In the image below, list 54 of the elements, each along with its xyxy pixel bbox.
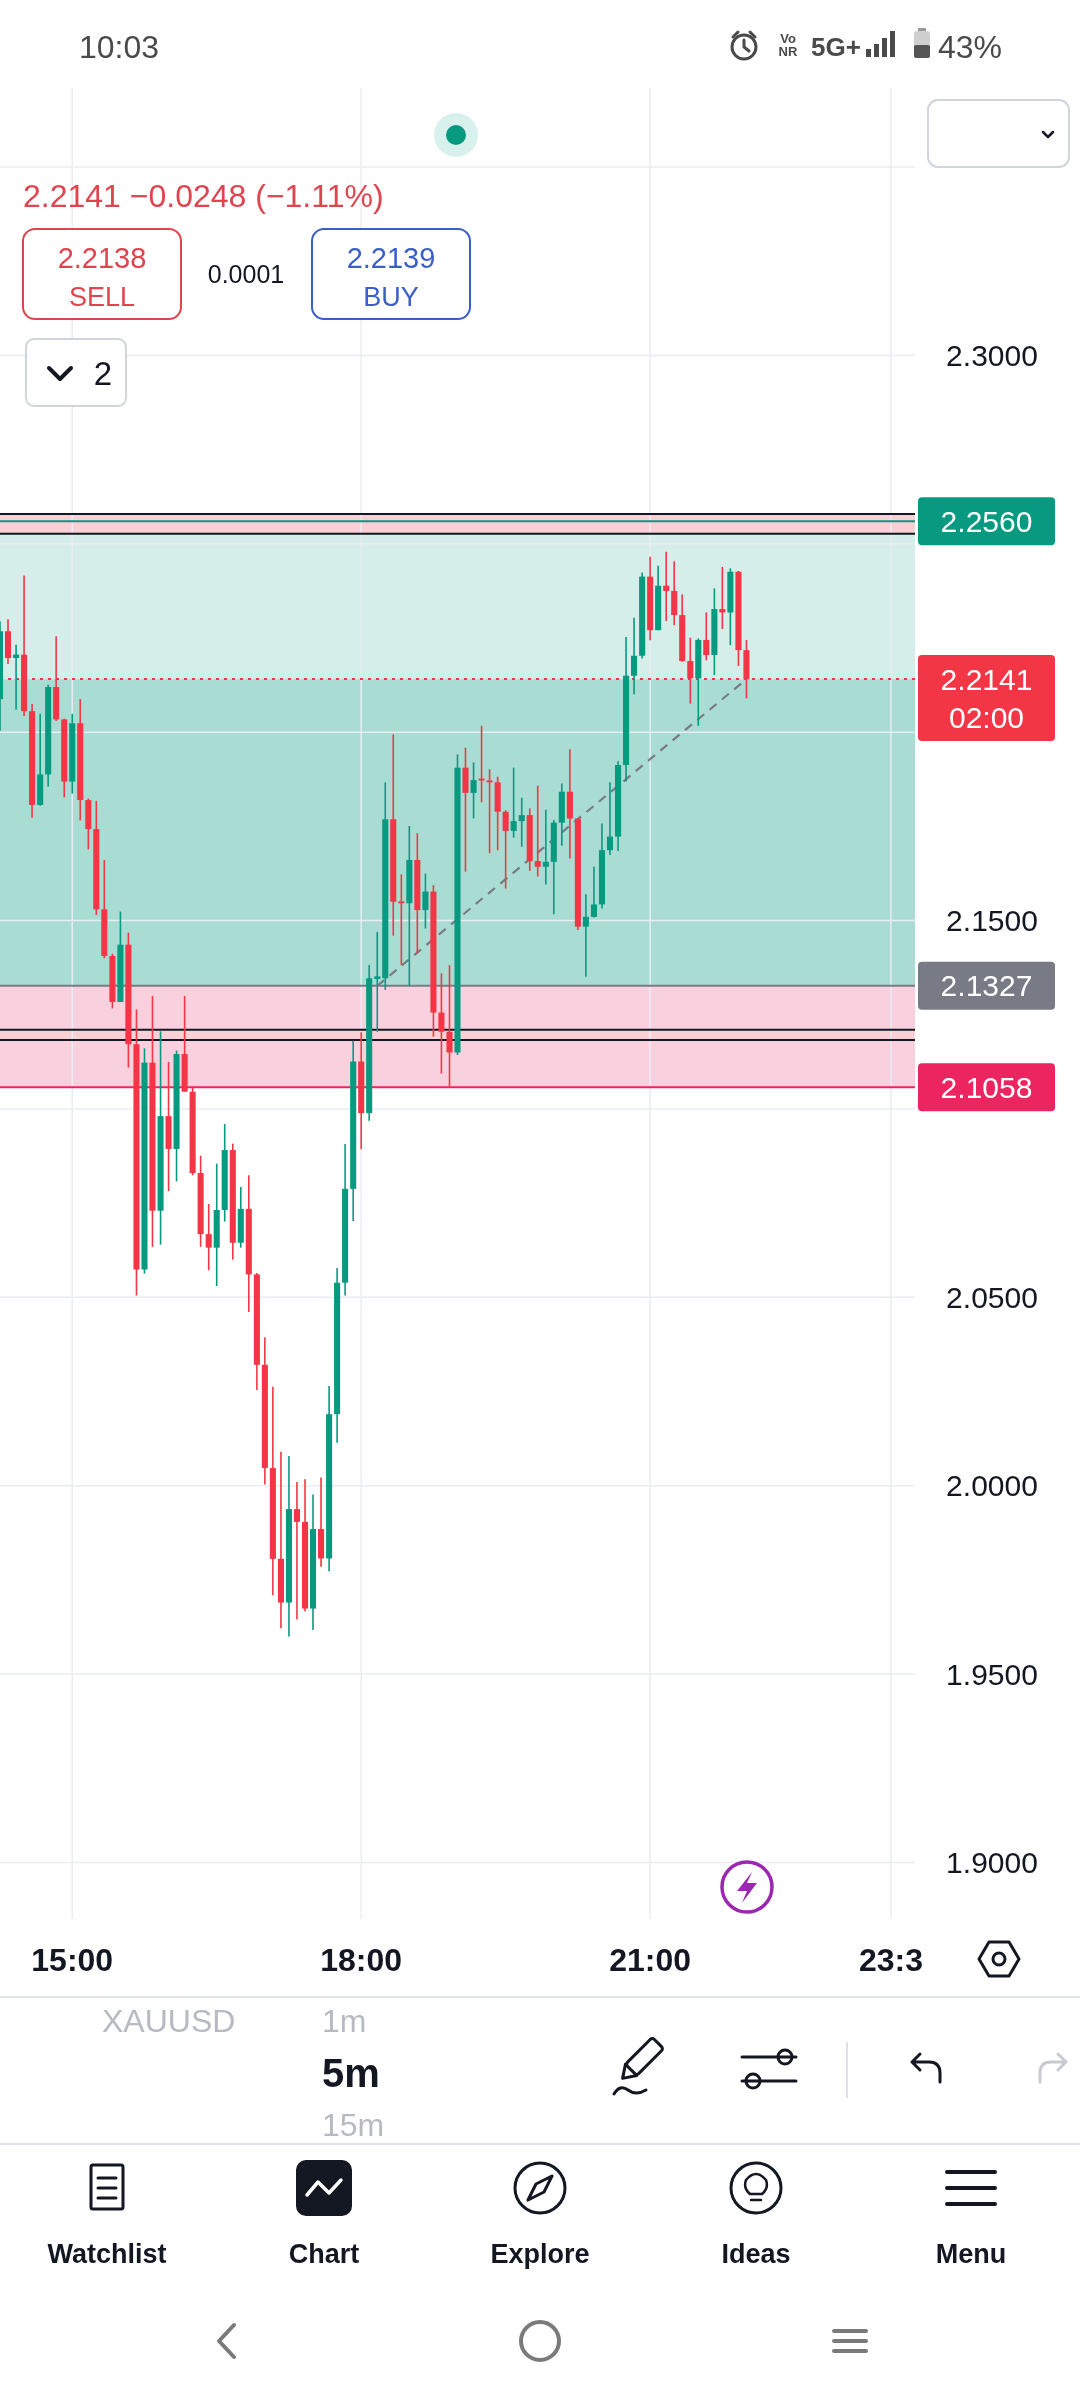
text: 1m <box>322 2003 367 2039</box>
candlestick <box>502 809 509 890</box>
candlestick <box>486 768 493 854</box>
text: Explore <box>490 2239 590 2269</box>
annotation: 2 <box>93 355 113 392</box>
candlestick <box>703 611 710 662</box>
text: Ideas <box>721 2239 791 2269</box>
candlestick <box>293 1481 300 1621</box>
y-tick-label: 2.0000 <box>946 1469 1038 1503</box>
annotation: 0.0001 <box>207 260 285 288</box>
text: 43% <box>937 29 1002 65</box>
text: 15m <box>322 2107 385 2143</box>
annotation: SELL <box>68 282 136 312</box>
candlestick <box>534 784 541 878</box>
candlestick <box>510 766 517 839</box>
y-tick-label: 1.9000 <box>946 1845 1038 1879</box>
candlestick <box>663 550 670 622</box>
candlestick <box>470 761 477 820</box>
candlestick <box>446 964 453 1088</box>
y-tick-label: 1.9500 <box>946 1657 1038 1691</box>
candlestick <box>398 873 405 966</box>
y-tick-label: 2.3000 <box>946 338 1038 372</box>
candlestick <box>606 781 614 856</box>
annotation: 2.2141 −0.0248 (−1.11%) <box>23 178 384 214</box>
ref-line-label: 2.1327 <box>940 969 1033 1003</box>
candlestick <box>631 616 638 695</box>
text: XAUUSD <box>102 2003 236 2039</box>
candlestick <box>582 893 589 978</box>
text: 5m <box>322 2051 380 2095</box>
candlestick <box>205 1203 212 1272</box>
candlestick <box>518 797 525 848</box>
text: Vo NR <box>778 31 798 59</box>
text: 5G+ <box>811 32 861 62</box>
x-tick-label: 21:00 <box>609 1942 692 1978</box>
annotation: 2.2139 <box>346 242 436 274</box>
x-tick-label: 18:00 <box>320 1942 403 1978</box>
text: Chart <box>288 2239 360 2269</box>
text: 10:03 <box>79 29 160 65</box>
ref-line-label: 2.2141 02:00 <box>940 662 1033 734</box>
text: Watchlist <box>47 2239 167 2269</box>
candlestick <box>590 865 598 919</box>
y-tick-label: 2.0500 <box>946 1280 1038 1314</box>
annotation: 2.2138 <box>57 242 147 274</box>
x-tick-label: 23:3 <box>858 1942 923 1978</box>
x-tick-label: 15:00 <box>31 1942 114 1978</box>
y-tick-label: 2.1500 <box>946 904 1038 938</box>
candlestick <box>438 972 445 1075</box>
ref-line-label: 2.2560 <box>940 504 1033 538</box>
text: Menu <box>935 2239 1007 2269</box>
candlestick <box>542 809 549 886</box>
annotation: BUY <box>363 282 419 312</box>
ref-line-label: 2.1058 <box>940 1070 1033 1104</box>
candlestick <box>374 931 381 1033</box>
candlestick <box>422 872 429 930</box>
